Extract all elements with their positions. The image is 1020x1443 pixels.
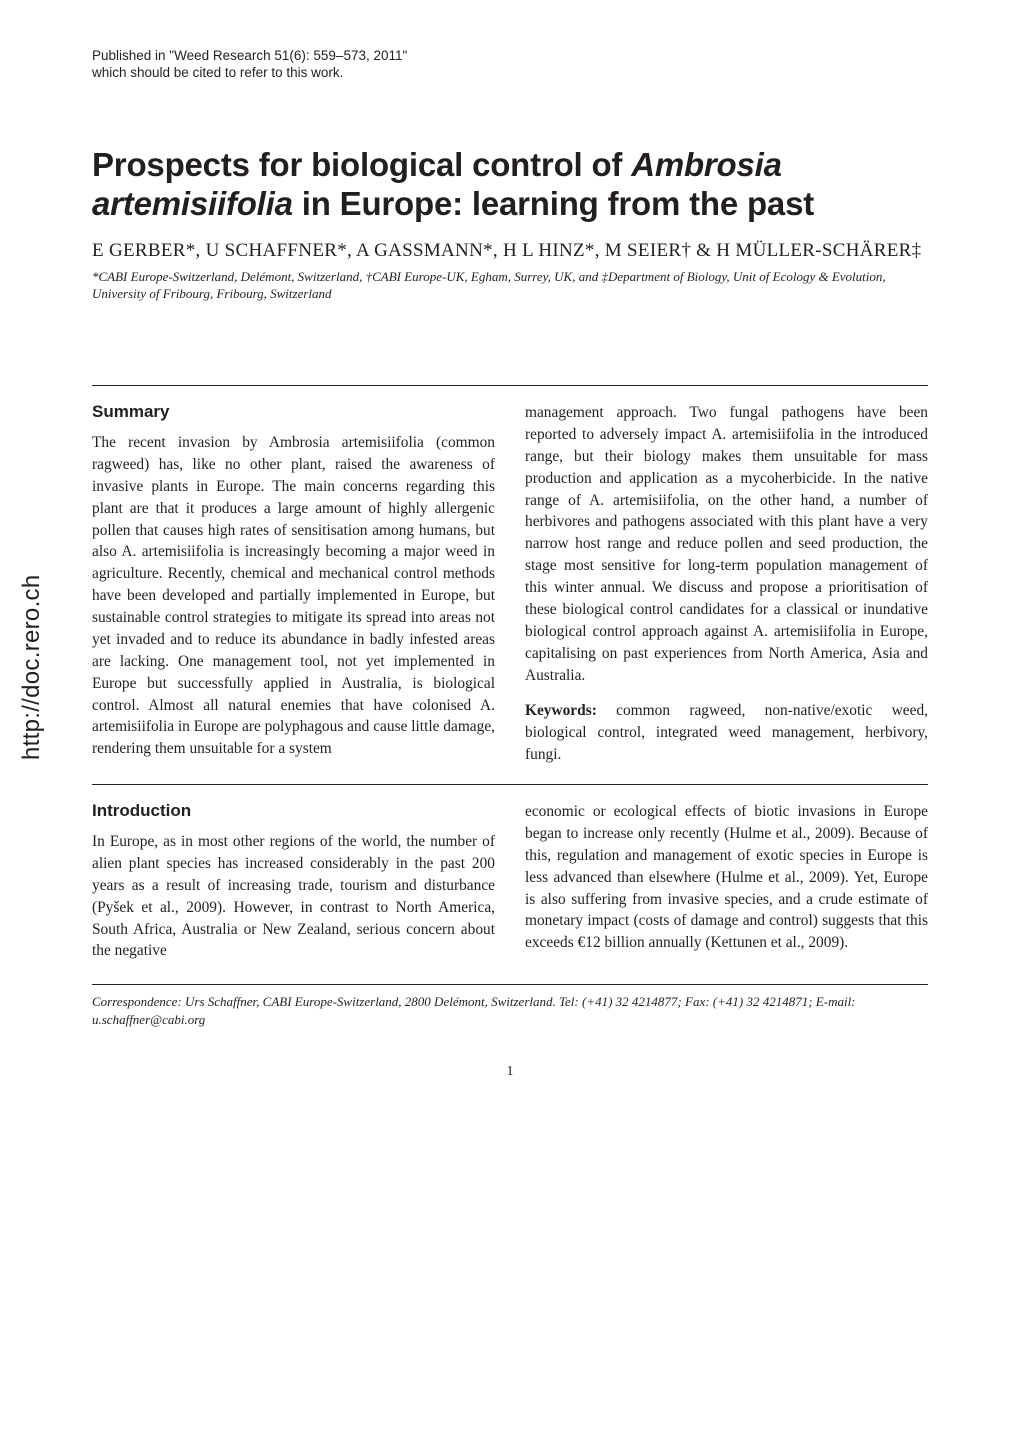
rule-bottom [92, 984, 928, 985]
correspondence: Correspondence: Urs Schaffner, CABI Euro… [92, 993, 928, 1028]
intro-col-left: Introduction In Europe, as in most other… [92, 801, 495, 962]
summary-section: Summary The recent invasion by Ambrosia … [92, 402, 928, 766]
keywords: Keywords: common ragweed, non-native/exo… [525, 700, 928, 766]
summary-text-right: management approach. Two fungal pathogen… [525, 402, 928, 686]
introduction-text-right: economic or ecological effects of biotic… [525, 801, 928, 954]
title-lead: Prospects for biological control of [92, 146, 631, 183]
spacer [92, 325, 928, 385]
introduction-text-left: In Europe, as in most other regions of t… [92, 831, 495, 962]
publication-note: Published in "Weed Research 51(6): 559–5… [92, 48, 928, 82]
introduction-section: Introduction In Europe, as in most other… [92, 801, 928, 962]
summary-col-left: Summary The recent invasion by Ambrosia … [92, 402, 495, 766]
publication-note-line2: which should be cited to refer to this w… [92, 65, 928, 82]
summary-text-left: The recent invasion by Ambrosia artemisi… [92, 432, 495, 760]
summary-col-right: management approach. Two fungal pathogen… [525, 402, 928, 766]
affiliations: *CABI Europe-Switzerland, Delémont, Swit… [92, 269, 928, 303]
keywords-label: Keywords: [525, 702, 597, 719]
rule-mid [92, 784, 928, 785]
repository-url-sidebar: http://doc.rero.ch [18, 575, 46, 761]
rule-top [92, 385, 928, 386]
publication-note-line1: Published in "Weed Research 51(6): 559–5… [92, 48, 928, 65]
article-title: Prospects for biological control of Ambr… [92, 146, 928, 224]
page-number: 1 [92, 1064, 928, 1080]
page: http://doc.rero.ch Published in "Weed Re… [0, 0, 1020, 1443]
summary-heading: Summary [92, 402, 495, 422]
introduction-heading: Introduction [92, 801, 495, 821]
authors: E GERBER*, U SCHAFFNER*, A GASSMANN*, H … [92, 238, 928, 264]
intro-col-right: economic or ecological effects of biotic… [525, 801, 928, 962]
title-tail: in Europe: learning from the past [293, 185, 814, 222]
